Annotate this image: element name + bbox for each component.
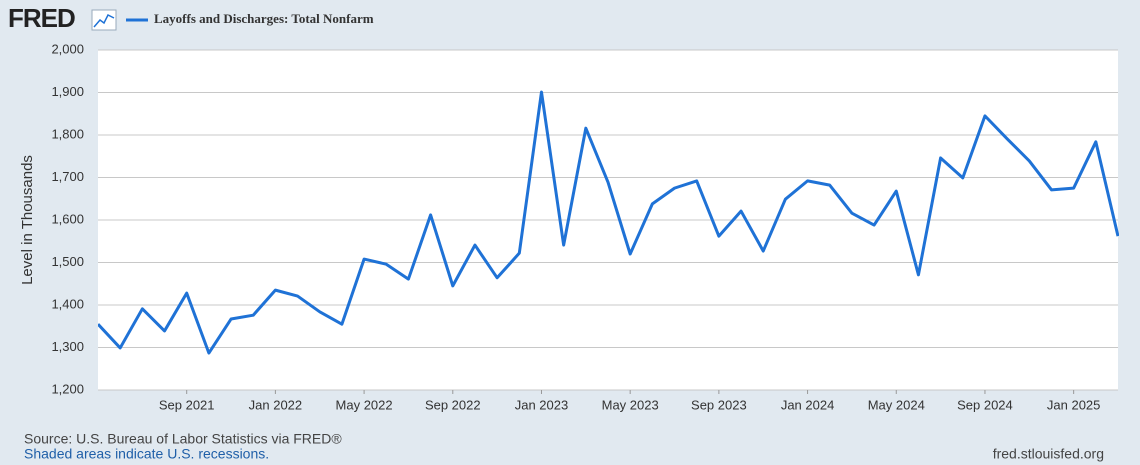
x-tick-label: Jan 2022 (249, 397, 303, 412)
x-tick-label: Jan 2024 (781, 397, 835, 412)
marks (98, 90, 1119, 355)
x-tick-label: Jan 2023 (515, 397, 569, 412)
y-tick-label: 1,700 (51, 169, 84, 184)
data-line (98, 90, 1119, 355)
y-tick-label: 1,400 (51, 296, 84, 311)
recession-note[interactable]: Shaded areas indicate U.S. recessions. (24, 446, 269, 462)
y-tick-label: 1,300 (51, 339, 84, 354)
y-axis-label: Level in Thousands (19, 155, 36, 285)
x-tick-label: Sep 2023 (691, 397, 747, 412)
y-tick-label: 1,900 (51, 84, 84, 99)
y-tick-label: 1,800 (51, 126, 84, 141)
x-tick-label: Jan 2025 (1047, 397, 1101, 412)
site-link[interactable]: fred.stlouisfed.org (993, 446, 1104, 462)
y-tick-label: 1,500 (51, 254, 84, 269)
x-tick-label: May 2023 (602, 397, 659, 412)
y-tick-label: 1,200 (51, 381, 84, 396)
x-tick-label: Sep 2022 (425, 397, 481, 412)
x-tick-label: May 2024 (868, 397, 925, 412)
fred-logo[interactable]: FRED (8, 3, 76, 33)
x-tick-label: May 2022 (336, 397, 393, 412)
legend-label[interactable]: Layoffs and Discharges: Total Nonfarm (154, 11, 374, 26)
y-tick-label: 2,000 (51, 41, 84, 56)
x-tick-label: Sep 2021 (159, 397, 215, 412)
logo-icon (91, 9, 117, 31)
source: Source: U.S. Bureau of Labor Statistics … (24, 431, 342, 447)
x-tick-label: Sep 2024 (957, 397, 1013, 412)
y-tick-label: 1,600 (51, 211, 84, 226)
grid (98, 49, 1118, 394)
